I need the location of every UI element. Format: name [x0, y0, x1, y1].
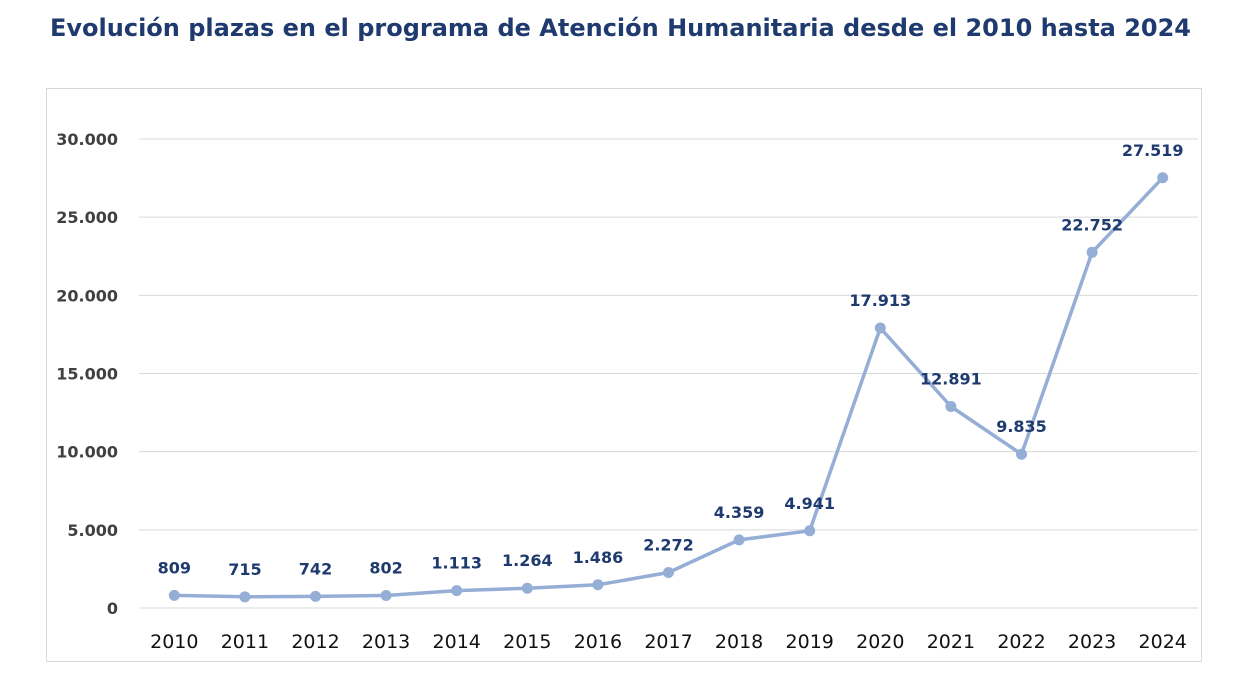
- data-point: [733, 534, 745, 546]
- data-point: [1086, 246, 1098, 258]
- data-point: [1016, 448, 1027, 460]
- data-label: 4.941: [784, 494, 835, 513]
- data-label: 1.486: [573, 548, 624, 567]
- data-point: [804, 525, 816, 537]
- data-label: 742: [299, 559, 332, 578]
- y-tick-label: 20.000: [56, 286, 118, 305]
- chart-area: [46, 88, 1202, 662]
- y-tick-label: 15.000: [56, 365, 118, 384]
- data-label: 809: [158, 558, 191, 577]
- data-label: 715: [228, 560, 261, 579]
- data-point: [874, 322, 886, 334]
- x-tick-label: 2014: [433, 631, 481, 653]
- x-tick-label: 2024: [1139, 631, 1187, 653]
- data-point: [380, 589, 392, 601]
- x-tick-label: 2021: [927, 631, 975, 653]
- y-tick-label: 0: [107, 599, 118, 618]
- x-tick-label: 2020: [856, 631, 904, 653]
- x-tick-label: 2022: [997, 631, 1045, 653]
- data-point: [239, 591, 251, 603]
- data-point: [451, 585, 463, 597]
- series-line-layer: [172, 176, 1165, 599]
- data-point: [592, 579, 604, 591]
- y-axis: 0 5.000 10.000 15.000 20.000 25.000 30.000: [56, 130, 118, 618]
- x-axis: 2010 2011 2012 2013 2014 2015 2016 2017 2018 2019…: [150, 631, 1187, 653]
- series-line: [172, 176, 1165, 599]
- x-tick-label: 2016: [574, 631, 622, 653]
- x-tick-label: 2023: [1068, 631, 1116, 653]
- data-label: 9.835: [996, 417, 1047, 436]
- x-tick-label: 2013: [362, 631, 410, 653]
- x-tick-label: 2011: [221, 631, 269, 653]
- y-tick-label: 10.000: [56, 443, 118, 462]
- x-tick-label: 2010: [150, 631, 198, 653]
- data-label: 1.113: [431, 554, 482, 573]
- data-label: 17.913: [849, 291, 911, 310]
- data-label: 27.519: [1122, 141, 1184, 160]
- data-label: 12.891: [920, 369, 982, 388]
- x-tick-label: 2015: [503, 631, 551, 653]
- data-point: [310, 590, 321, 602]
- data-point: [521, 582, 533, 594]
- data-label: 2.272: [643, 535, 694, 554]
- y-tick-label: 25.000: [56, 208, 118, 227]
- data-points: [168, 172, 1169, 603]
- chart-title: Evolución plazas en el programa de Atenc…: [50, 14, 1192, 42]
- data-labels: 809 715 742 802 1.113 1.264 1.486 2.272 4.359 4.9…: [158, 141, 1184, 579]
- x-tick-label: 2017: [644, 631, 692, 653]
- data-label: 1.264: [502, 551, 553, 570]
- data-point: [663, 566, 674, 578]
- data-point: [945, 400, 957, 412]
- data-point: [1157, 172, 1169, 184]
- data-label: 22.752: [1061, 215, 1123, 234]
- y-tick-label: 5.000: [67, 521, 118, 540]
- x-tick-label: 2018: [715, 631, 763, 653]
- data-label: 4.359: [714, 503, 765, 522]
- x-tick-label: 2019: [786, 631, 834, 653]
- y-tick-label: 30.000: [56, 130, 118, 149]
- x-tick-label: 2012: [291, 631, 339, 653]
- data-point: [168, 589, 180, 601]
- data-label: 802: [369, 558, 402, 577]
